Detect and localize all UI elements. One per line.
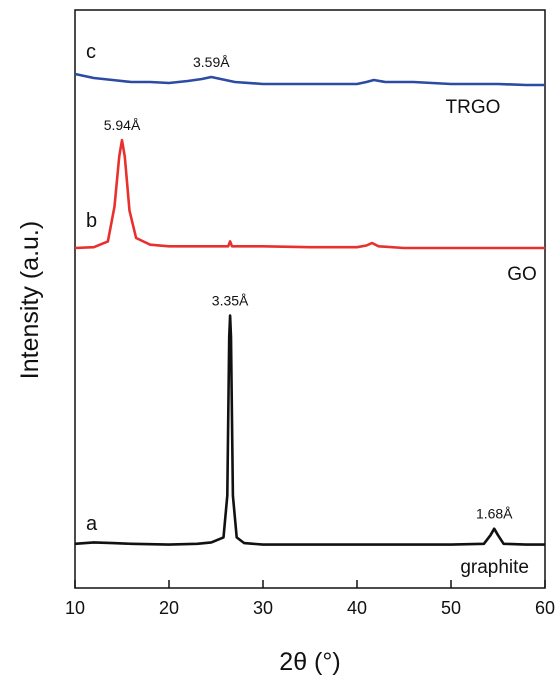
y-axis-title: Intensity (a.u.) — [16, 221, 44, 379]
curve-letter-a: a — [86, 513, 98, 535]
plot-frame — [74, 9, 546, 589]
sample-label-go: GO — [507, 264, 537, 285]
labels: a graphite 3.35Å 1.68Å b GO 5.94Å c TRGO 3.59Å — [86, 41, 537, 578]
sample-label-graphite: graphite — [460, 557, 529, 578]
peak-label: 3.35Å — [212, 293, 249, 309]
x-tick-label: 20 — [159, 598, 179, 618]
curve-letter-b: b — [86, 210, 97, 232]
x-tick-label: 10 — [65, 598, 85, 618]
series-line-trgo — [74, 72, 545, 87]
x-tick-label: 60 — [535, 598, 555, 618]
x-tick-label: 40 — [347, 598, 367, 618]
x-axis-ticks: 10 20 30 40 50 60 — [65, 580, 555, 618]
peak-label: 5.94Å — [104, 117, 141, 133]
sample-label-trgo: TRGO — [446, 97, 501, 118]
series-line-graphite — [74, 314, 545, 546]
x-axis-title: 2θ (°) — [279, 648, 340, 676]
x-tick-label: 50 — [441, 598, 461, 618]
x-tick-label: 30 — [253, 598, 273, 618]
peak-label: 1.68Å — [476, 506, 513, 522]
series-line-go — [74, 138, 545, 250]
curves — [74, 72, 545, 546]
peak-label: 3.59Å — [193, 54, 230, 70]
curve-letter-c: c — [86, 41, 96, 63]
